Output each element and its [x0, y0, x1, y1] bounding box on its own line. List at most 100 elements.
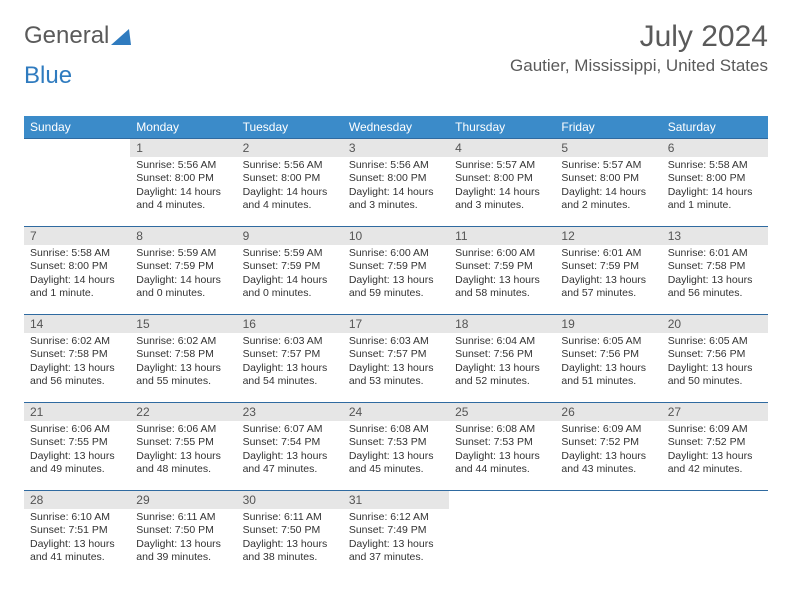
day-number: 22: [130, 403, 236, 421]
calendar-day-cell: 4Sunrise: 5:57 AMSunset: 8:00 PMDaylight…: [449, 139, 555, 227]
calendar-day-cell: 18Sunrise: 6:04 AMSunset: 7:56 PMDayligh…: [449, 315, 555, 403]
day-number: 12: [555, 227, 661, 245]
logo: General: [24, 20, 131, 52]
day-number: 3: [343, 139, 449, 157]
day-number: 2: [237, 139, 343, 157]
weekday-header: Sunday: [24, 116, 130, 139]
day-number: 27: [662, 403, 768, 421]
day-details: Sunrise: 6:02 AMSunset: 7:58 PMDaylight:…: [130, 333, 236, 393]
day-details: Sunrise: 6:10 AMSunset: 7:51 PMDaylight:…: [24, 509, 130, 569]
day-details: Sunrise: 6:03 AMSunset: 7:57 PMDaylight:…: [343, 333, 449, 393]
weekday-header: Wednesday: [343, 116, 449, 139]
calendar-table: SundayMondayTuesdayWednesdayThursdayFrid…: [24, 116, 768, 579]
day-details: Sunrise: 6:01 AMSunset: 7:59 PMDaylight:…: [555, 245, 661, 305]
day-details: Sunrise: 6:11 AMSunset: 7:50 PMDaylight:…: [130, 509, 236, 569]
calendar-day-cell: ..: [24, 139, 130, 227]
calendar-day-cell: 9Sunrise: 5:59 AMSunset: 7:59 PMDaylight…: [237, 227, 343, 315]
day-details: Sunrise: 6:11 AMSunset: 7:50 PMDaylight:…: [237, 509, 343, 569]
day-details: Sunrise: 5:56 AMSunset: 8:00 PMDaylight:…: [237, 157, 343, 217]
day-number: 17: [343, 315, 449, 333]
calendar-day-cell: 5Sunrise: 5:57 AMSunset: 8:00 PMDaylight…: [555, 139, 661, 227]
day-details: Sunrise: 6:06 AMSunset: 7:55 PMDaylight:…: [130, 421, 236, 481]
day-number: 15: [130, 315, 236, 333]
calendar-week-row: 21Sunrise: 6:06 AMSunset: 7:55 PMDayligh…: [24, 403, 768, 491]
calendar-week-row: 14Sunrise: 6:02 AMSunset: 7:58 PMDayligh…: [24, 315, 768, 403]
month-title: July 2024: [510, 20, 768, 54]
weekday-header: Friday: [555, 116, 661, 139]
day-details: Sunrise: 6:12 AMSunset: 7:49 PMDaylight:…: [343, 509, 449, 569]
calendar-day-cell: 29Sunrise: 6:11 AMSunset: 7:50 PMDayligh…: [130, 491, 236, 579]
calendar-day-cell: 12Sunrise: 6:01 AMSunset: 7:59 PMDayligh…: [555, 227, 661, 315]
logo-text-blue: Blue: [24, 62, 768, 90]
day-details: Sunrise: 5:57 AMSunset: 8:00 PMDaylight:…: [555, 157, 661, 217]
day-number: 29: [130, 491, 236, 509]
day-details: Sunrise: 6:06 AMSunset: 7:55 PMDaylight:…: [24, 421, 130, 481]
day-details: Sunrise: 5:58 AMSunset: 8:00 PMDaylight:…: [24, 245, 130, 305]
calendar-day-cell: 7Sunrise: 5:58 AMSunset: 8:00 PMDaylight…: [24, 227, 130, 315]
calendar-body: ..1Sunrise: 5:56 AMSunset: 8:00 PMDaylig…: [24, 139, 768, 579]
day-number: 18: [449, 315, 555, 333]
calendar-day-cell: 15Sunrise: 6:02 AMSunset: 7:58 PMDayligh…: [130, 315, 236, 403]
day-details: Sunrise: 6:08 AMSunset: 7:53 PMDaylight:…: [343, 421, 449, 481]
calendar-day-cell: 10Sunrise: 6:00 AMSunset: 7:59 PMDayligh…: [343, 227, 449, 315]
calendar-day-cell: 27Sunrise: 6:09 AMSunset: 7:52 PMDayligh…: [662, 403, 768, 491]
calendar-day-cell: 14Sunrise: 6:02 AMSunset: 7:58 PMDayligh…: [24, 315, 130, 403]
day-number: 21: [24, 403, 130, 421]
weekday-header: Saturday: [662, 116, 768, 139]
weekday-header: Tuesday: [237, 116, 343, 139]
day-details: Sunrise: 6:09 AMSunset: 7:52 PMDaylight:…: [662, 421, 768, 481]
day-number: 13: [662, 227, 768, 245]
calendar-day-cell: 24Sunrise: 6:08 AMSunset: 7:53 PMDayligh…: [343, 403, 449, 491]
logo-sail-icon: [111, 24, 131, 52]
day-details: Sunrise: 6:07 AMSunset: 7:54 PMDaylight:…: [237, 421, 343, 481]
calendar-day-cell: ..: [449, 491, 555, 579]
day-details: Sunrise: 5:59 AMSunset: 7:59 PMDaylight:…: [237, 245, 343, 305]
day-number: 6: [662, 139, 768, 157]
weekday-header: Monday: [130, 116, 236, 139]
day-number: 7: [24, 227, 130, 245]
day-number: 8: [130, 227, 236, 245]
day-number: 26: [555, 403, 661, 421]
day-number: 14: [24, 315, 130, 333]
day-details: Sunrise: 6:00 AMSunset: 7:59 PMDaylight:…: [449, 245, 555, 305]
calendar-day-cell: 1Sunrise: 5:56 AMSunset: 8:00 PMDaylight…: [130, 139, 236, 227]
day-details: Sunrise: 5:58 AMSunset: 8:00 PMDaylight:…: [662, 157, 768, 217]
calendar-day-cell: 8Sunrise: 5:59 AMSunset: 7:59 PMDaylight…: [130, 227, 236, 315]
calendar-head: SundayMondayTuesdayWednesdayThursdayFrid…: [24, 116, 768, 139]
day-details: Sunrise: 6:01 AMSunset: 7:58 PMDaylight:…: [662, 245, 768, 305]
calendar-day-cell: 6Sunrise: 5:58 AMSunset: 8:00 PMDaylight…: [662, 139, 768, 227]
day-number: 1: [130, 139, 236, 157]
calendar-day-cell: 13Sunrise: 6:01 AMSunset: 7:58 PMDayligh…: [662, 227, 768, 315]
calendar-day-cell: 22Sunrise: 6:06 AMSunset: 7:55 PMDayligh…: [130, 403, 236, 491]
day-details: Sunrise: 5:59 AMSunset: 7:59 PMDaylight:…: [130, 245, 236, 305]
calendar-day-cell: 31Sunrise: 6:12 AMSunset: 7:49 PMDayligh…: [343, 491, 449, 579]
day-details: Sunrise: 6:04 AMSunset: 7:56 PMDaylight:…: [449, 333, 555, 393]
logo-text-general: General: [24, 22, 109, 50]
day-number: 20: [662, 315, 768, 333]
day-number: 16: [237, 315, 343, 333]
calendar-week-row: 7Sunrise: 5:58 AMSunset: 8:00 PMDaylight…: [24, 227, 768, 315]
day-number: 19: [555, 315, 661, 333]
day-number: 5: [555, 139, 661, 157]
day-number: 25: [449, 403, 555, 421]
calendar-day-cell: 11Sunrise: 6:00 AMSunset: 7:59 PMDayligh…: [449, 227, 555, 315]
day-details: Sunrise: 6:02 AMSunset: 7:58 PMDaylight:…: [24, 333, 130, 393]
calendar-day-cell: 16Sunrise: 6:03 AMSunset: 7:57 PMDayligh…: [237, 315, 343, 403]
calendar-day-cell: ..: [662, 491, 768, 579]
day-details: Sunrise: 6:00 AMSunset: 7:59 PMDaylight:…: [343, 245, 449, 305]
day-details: Sunrise: 6:08 AMSunset: 7:53 PMDaylight:…: [449, 421, 555, 481]
day-details: Sunrise: 6:09 AMSunset: 7:52 PMDaylight:…: [555, 421, 661, 481]
calendar-week-row: ..1Sunrise: 5:56 AMSunset: 8:00 PMDaylig…: [24, 139, 768, 227]
calendar-day-cell: 30Sunrise: 6:11 AMSunset: 7:50 PMDayligh…: [237, 491, 343, 579]
day-number: 4: [449, 139, 555, 157]
calendar-day-cell: 21Sunrise: 6:06 AMSunset: 7:55 PMDayligh…: [24, 403, 130, 491]
day-number: 23: [237, 403, 343, 421]
day-number: 28: [24, 491, 130, 509]
calendar-day-cell: 25Sunrise: 6:08 AMSunset: 7:53 PMDayligh…: [449, 403, 555, 491]
day-number: 10: [343, 227, 449, 245]
day-number: 31: [343, 491, 449, 509]
weekday-header: Thursday: [449, 116, 555, 139]
weekday-row: SundayMondayTuesdayWednesdayThursdayFrid…: [24, 116, 768, 139]
calendar-day-cell: 28Sunrise: 6:10 AMSunset: 7:51 PMDayligh…: [24, 491, 130, 579]
day-details: Sunrise: 6:03 AMSunset: 7:57 PMDaylight:…: [237, 333, 343, 393]
